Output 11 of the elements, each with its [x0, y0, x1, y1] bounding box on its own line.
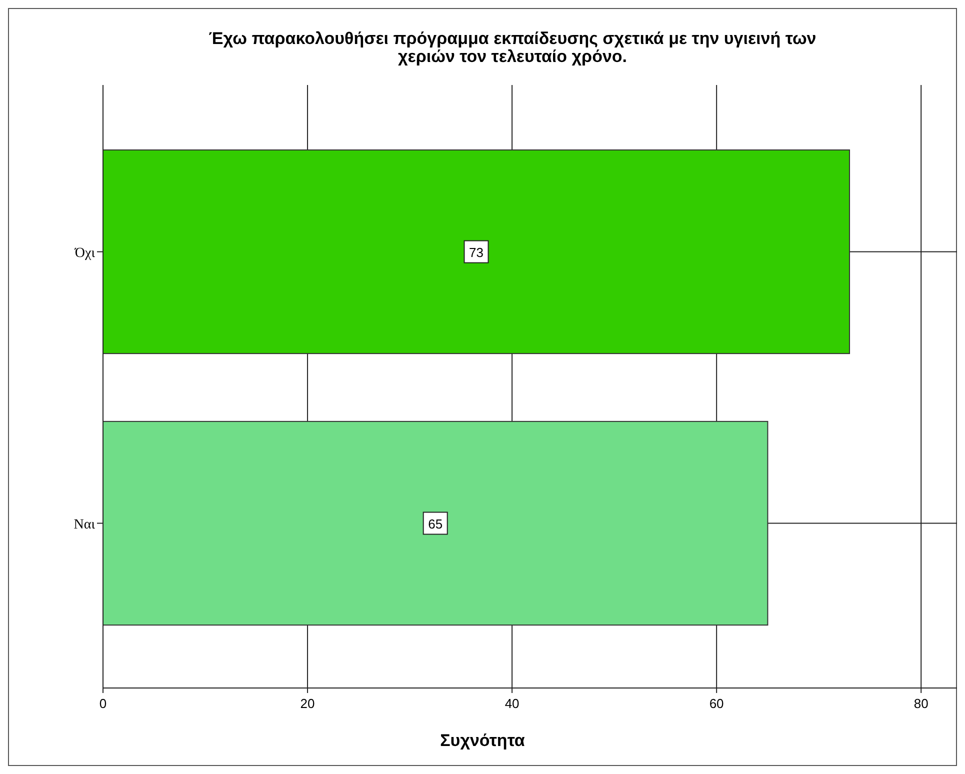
y-tick-label: Όχι	[74, 246, 96, 261]
y-tick-label: Ναι	[74, 517, 96, 532]
data-label: 73	[469, 244, 484, 260]
x-tick-label: 40	[504, 696, 520, 711]
x-tick-label: 80	[914, 696, 928, 711]
x-tick-label: 0	[99, 696, 107, 711]
data-label: 65	[428, 516, 443, 532]
x-axis-title: Συχνότητα	[440, 731, 526, 750]
x-tick-label: 60	[709, 696, 724, 711]
chart-title: Έχω παρακολουθήσει πρόγραμμα εκπαίδευσης σχετικά με την υγιεινή των χεριών τον τελευταίο χρόνο.	[208, 29, 816, 66]
x-tick-label: 20	[300, 696, 315, 711]
